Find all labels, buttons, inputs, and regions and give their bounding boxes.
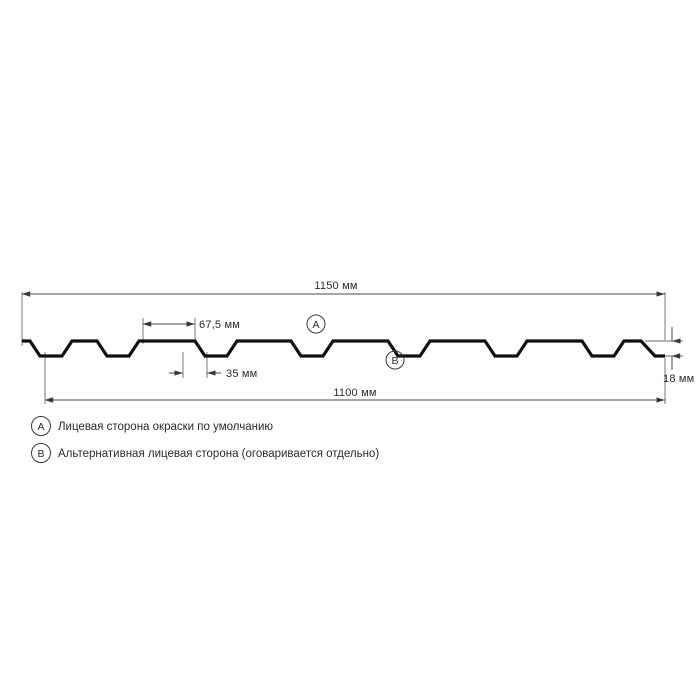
balloon-b-circle (385, 350, 405, 370)
overall-width-label-backdrop (306, 278, 366, 292)
legend-marker-b-circle (31, 443, 51, 463)
overall-width-dimension: 1150 мм (21, 278, 665, 297)
crest-width-dimension: 67,5 мм (142, 319, 240, 331)
legend-text-a: Лицевая сторона окраски по умолчанию (58, 421, 273, 433)
legend-marker-a-circle (31, 416, 51, 436)
trough-width-dimension: 35 мм (169, 368, 257, 380)
useful-width-label: 1100 мм (333, 387, 376, 399)
balloon-a-on-profile: A (306, 314, 326, 334)
legend-marker-b-label: B (37, 448, 44, 460)
crest-width-label: 67,5 мм (199, 319, 240, 331)
legend: A Лицевая сторона окраски по умолчанию B… (31, 416, 379, 463)
balloon-b-on-profile: B (385, 350, 405, 370)
balloon-a-circle (306, 314, 326, 334)
legend-item-b: B Альтернативная лицевая сторона (оговар… (31, 443, 379, 463)
trough-width-label: 35 мм (226, 368, 257, 380)
legend-marker-a-label: A (37, 421, 44, 433)
overall-width-label: 1150 мм (314, 280, 357, 292)
balloon-a-label: A (312, 319, 319, 331)
corrugated-profile (22, 339, 665, 358)
useful-width-dimension: 1100 мм (44, 385, 665, 403)
balloon-b-label: B (391, 355, 398, 367)
profile-height-label: 18 мм (663, 373, 694, 385)
legend-item-a: A Лицевая сторона окраски по умолчанию (31, 416, 273, 436)
profile-polyline (22, 339, 665, 358)
profile-height-dimension: 18 мм (663, 327, 694, 385)
useful-width-label-backdrop (325, 385, 385, 399)
legend-text-b: Альтернативная лицевая сторона (оговарив… (58, 448, 379, 460)
